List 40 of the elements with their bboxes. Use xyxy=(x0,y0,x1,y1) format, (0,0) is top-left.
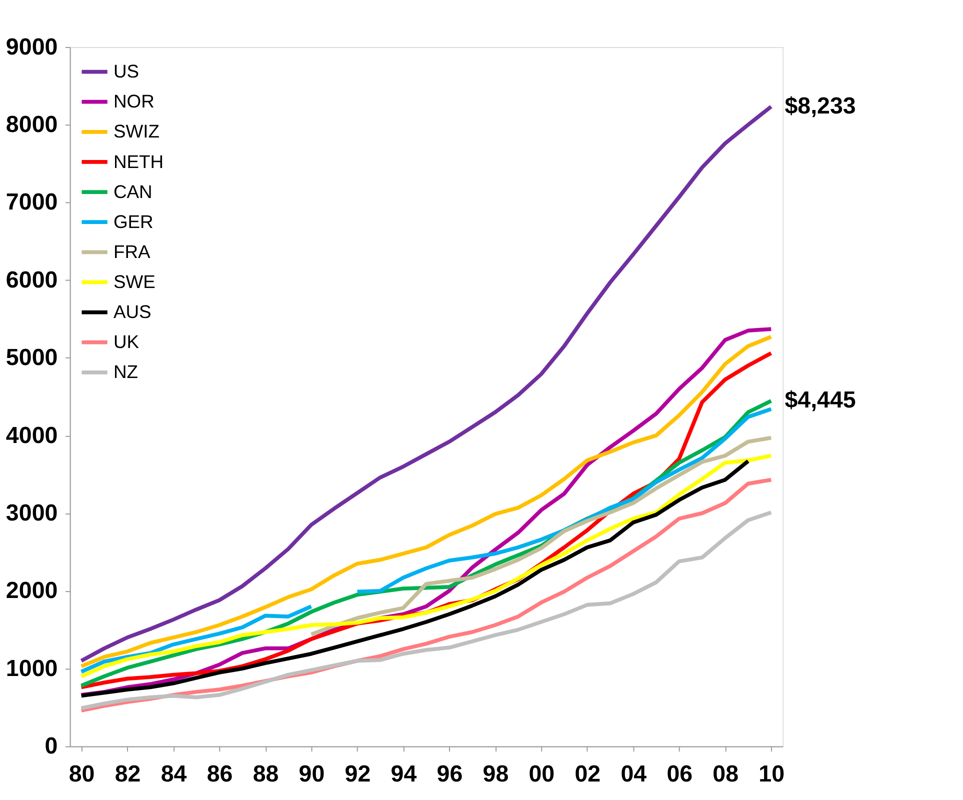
x-tick-label: 92 xyxy=(344,760,371,787)
y-tick-label: 7000 xyxy=(6,188,58,215)
x-tick-label: 02 xyxy=(574,760,601,787)
annotation: $8,233 xyxy=(784,92,856,118)
y-tick-label: 3000 xyxy=(6,499,58,526)
legend-label: AUS xyxy=(113,301,152,322)
y-tick-label: 1000 xyxy=(6,654,58,681)
y-tick-label: 9000 xyxy=(6,33,58,60)
x-tick-label: 86 xyxy=(206,760,233,787)
annotation: $4,445 xyxy=(784,386,856,413)
y-tick-label: 4000 xyxy=(6,422,58,448)
legend-label: NZ xyxy=(113,361,138,382)
legend-label: UK xyxy=(113,331,140,352)
legend-label: SWIZ xyxy=(113,120,160,142)
x-tick-label: 00 xyxy=(528,760,555,787)
x-tick-label: 10 xyxy=(758,760,785,787)
x-tick-label: 90 xyxy=(298,760,325,787)
x-tick-label: 82 xyxy=(114,760,141,787)
legend-label: FRA xyxy=(113,240,151,262)
legend-label: NETH xyxy=(113,150,164,172)
x-tick-label: 98 xyxy=(482,760,509,787)
x-tick-label: 88 xyxy=(252,760,279,787)
x-tick-label: 96 xyxy=(436,760,463,787)
x-tick-label: 08 xyxy=(712,760,739,787)
x-tick-label: 94 xyxy=(390,760,417,787)
y-tick-label: 5000 xyxy=(6,344,58,370)
y-tick-label: 2000 xyxy=(6,577,58,604)
y-tick-label: 8000 xyxy=(6,111,58,138)
legend-label: NOR xyxy=(113,90,154,112)
x-tick-label: 04 xyxy=(620,760,647,787)
x-tick-label: 06 xyxy=(666,760,693,787)
x-tick-label: 80 xyxy=(68,760,95,787)
legend-label: US xyxy=(113,60,140,82)
legend-label: CAN xyxy=(113,180,152,202)
y-tick-label: 6000 xyxy=(6,266,58,292)
y-tick-label: 0 xyxy=(44,732,58,759)
legend-label: SWE xyxy=(113,271,156,292)
line-series xyxy=(309,436,774,636)
x-tick-label: 84 xyxy=(160,760,187,787)
legend-label: GER xyxy=(113,210,154,232)
